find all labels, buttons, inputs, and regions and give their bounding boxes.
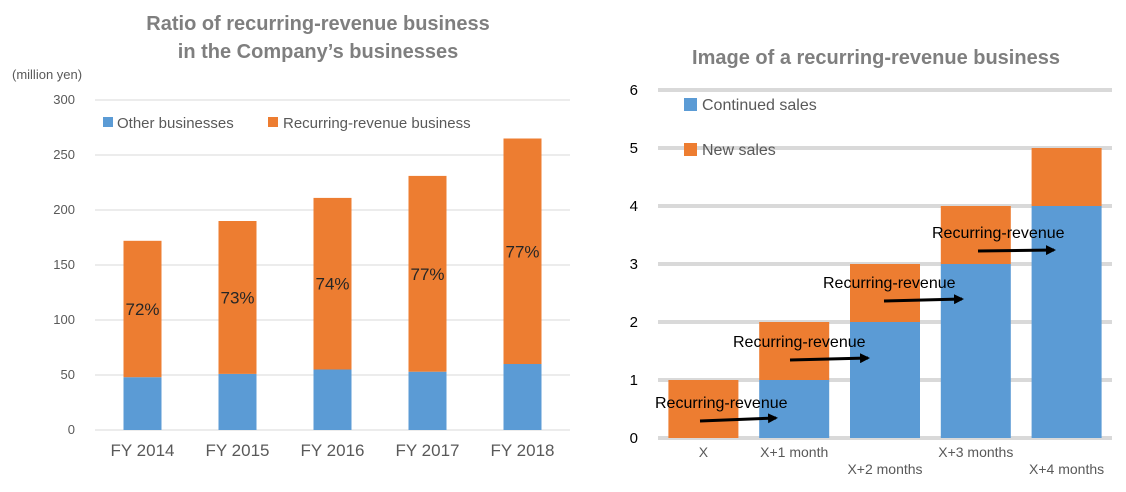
left-x-tick-label: FY 2017 (396, 441, 460, 460)
right-chart-title: Image of a recurring-revenue business (692, 47, 1060, 69)
right-bar-new (1031, 148, 1102, 206)
left-y-tick-label: 150 (53, 257, 75, 272)
right-legend-swatch-new (684, 143, 697, 156)
left-bar-data-label: 73% (220, 288, 254, 307)
right-bar-continued (850, 322, 920, 438)
right-legend-label-new: New sales (702, 142, 776, 159)
right-y-tick-label: 5 (630, 140, 638, 157)
left-bar-recurring (123, 240, 162, 378)
right-y-tick-label: 4 (630, 198, 638, 215)
left-y-tick-label: 300 (53, 92, 75, 107)
right-y-tick-label: 0 (630, 430, 638, 447)
right-x-tick-label: X (699, 444, 709, 460)
right-bar-continued (1031, 206, 1102, 438)
left-legend-swatch-recurring (268, 117, 278, 127)
left-bar-data-label: 77% (505, 242, 539, 261)
left-bar-other (123, 377, 162, 430)
left-chart: Ratio of recurring-revenue business in t… (12, 13, 570, 460)
left-bar-other (503, 364, 542, 430)
left-bar-recurring (313, 197, 352, 370)
left-legend-swatch-other (103, 117, 113, 127)
right-bar-continued (759, 380, 830, 438)
left-y-tick-label: 0 (68, 422, 75, 437)
right-y-tick-label: 1 (630, 372, 638, 389)
annotation-recurring-4: Recurring-revenue (932, 225, 1065, 242)
left-legend-label-recurring: Recurring-revenue business (283, 115, 471, 132)
left-legend-label-other: Other businesses (117, 115, 234, 132)
left-y-tick-label: 250 (53, 147, 75, 162)
annotation-recurring-2: Recurring-revenue (733, 334, 866, 351)
right-chart: Image of a recurring-revenue business 0 1… (630, 47, 1112, 477)
annotation-recurring-3: Recurring-revenue (823, 275, 956, 292)
annotation-arrow-3 (883, 294, 964, 305)
right-bar-continued (940, 264, 1011, 438)
left-y-tick-label: 200 (53, 202, 75, 217)
left-chart-y-axis-label: (million yen) (12, 67, 82, 82)
left-chart-title-line-2: in the Company’s businesses (178, 41, 458, 63)
right-x-tick-label: X+4 months (1029, 461, 1104, 477)
left-bar-other (313, 369, 352, 430)
left-x-tick-label: FY 2018 (491, 441, 555, 460)
right-legend-label-continued: Continued sales (702, 97, 817, 114)
left-bar-data-label: 72% (125, 300, 159, 319)
right-y-tick-label: 2 (630, 314, 638, 331)
left-y-tick-label: 50 (61, 367, 75, 382)
left-bar-other (408, 371, 447, 430)
right-bar-new (759, 322, 830, 380)
right-y-tick-label: 3 (630, 256, 638, 273)
right-y-tick-label: 6 (630, 82, 638, 99)
left-x-tick-label: FY 2015 (206, 441, 270, 460)
right-bar-new (940, 206, 1011, 264)
right-legend-swatch-continued (684, 98, 697, 111)
right-bar-new (850, 264, 920, 322)
left-bar-recurring (218, 221, 257, 374)
annotation-arrow-1 (699, 413, 778, 424)
right-x-tick-label: X+3 months (938, 444, 1013, 460)
left-x-tick-label: FY 2014 (111, 441, 175, 460)
annotation-arrow-2 (789, 353, 870, 364)
left-bar-recurring (408, 175, 447, 372)
left-bar-recurring (503, 138, 542, 364)
left-bar-data-label: 74% (315, 275, 349, 294)
left-chart-title-line-1: Ratio of recurring-revenue business (146, 13, 489, 35)
right-x-tick-label: X+1 month (760, 444, 828, 460)
right-bar-new (668, 380, 739, 438)
left-y-tick-label: 100 (53, 312, 75, 327)
annotation-recurring-1: Recurring-revenue (655, 395, 788, 412)
left-bar-other (218, 373, 257, 430)
right-x-tick-label: X+2 months (847, 461, 922, 477)
annotation-arrow-4 (977, 245, 1056, 256)
left-bar-data-label: 77% (410, 265, 444, 284)
left-x-tick-label: FY 2016 (301, 441, 365, 460)
